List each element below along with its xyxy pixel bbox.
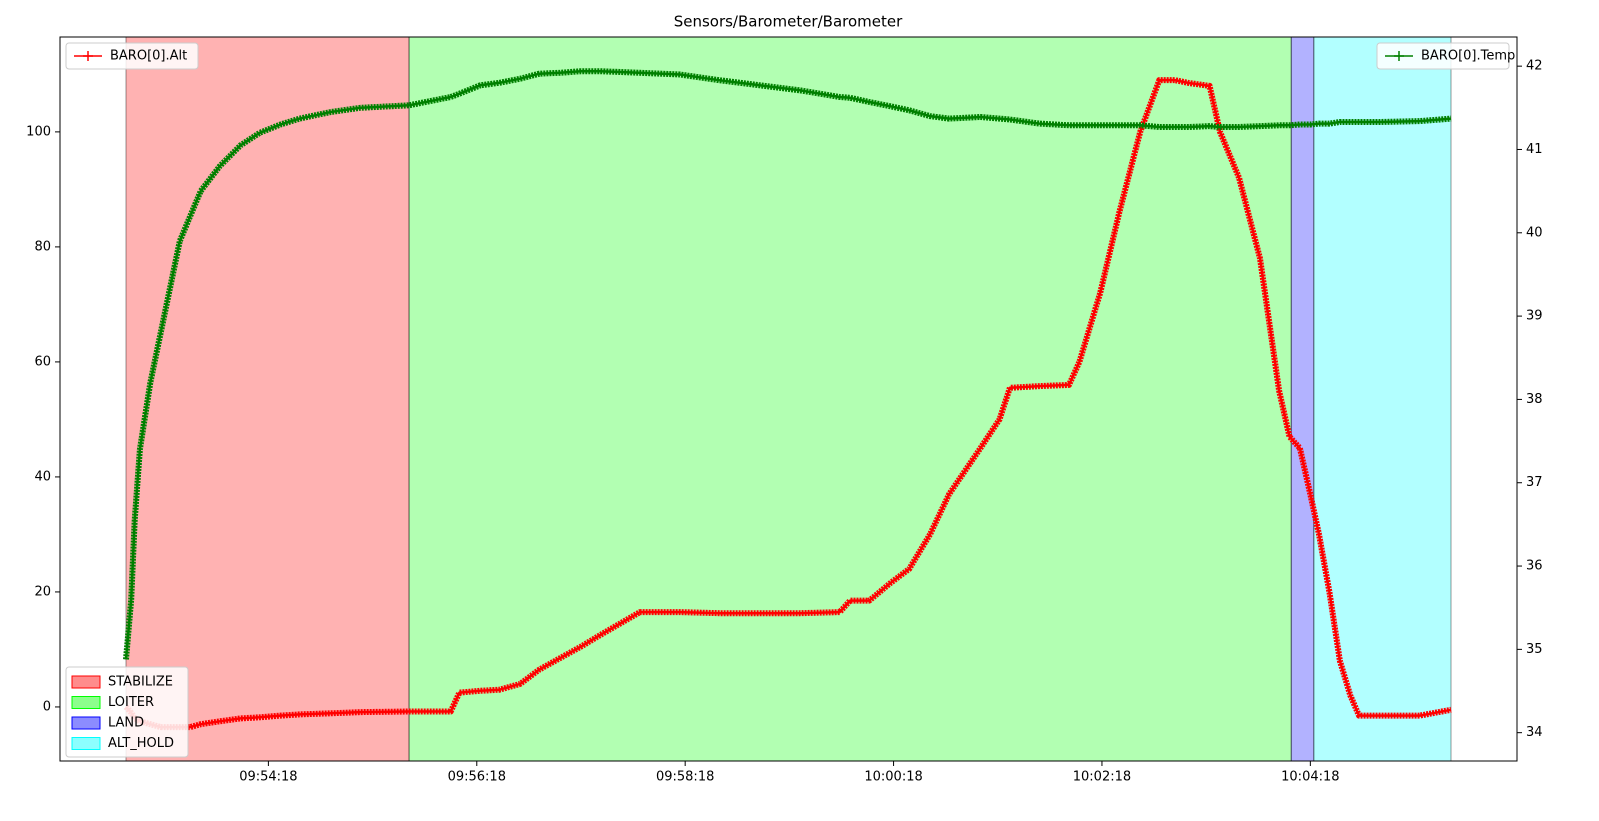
y-tick-label: 0 [43, 699, 51, 714]
y2-tick-label: 34 [1526, 725, 1543, 740]
y-tick-label: 60 [34, 354, 51, 369]
legend-box [1376, 42, 1510, 70]
y2-tick-label: 36 [1526, 559, 1543, 574]
y2-tick-label: 40 [1526, 225, 1543, 240]
legend-label: LAND [108, 716, 144, 731]
mode-band [125, 36, 410, 762]
mode-band [1313, 36, 1452, 762]
legend-marker [1394, 51, 1404, 61]
legend-label: ALT_HOLD [108, 736, 174, 751]
x-tick-label: 10:02:18 [1073, 770, 1131, 785]
legend-marker [83, 51, 93, 61]
legend-label: BARO[0].Temp [1421, 49, 1515, 64]
legend-patch [71, 737, 101, 750]
x-tick-label: 09:56:18 [448, 770, 506, 785]
chart-title: Sensors/Barometer/Barometer [674, 13, 903, 31]
x-tick-label: 09:58:18 [656, 770, 714, 785]
legend-patch [71, 696, 101, 709]
y2-tick-label: 41 [1526, 142, 1543, 157]
y-tick-label: 40 [34, 469, 51, 484]
legend-label: BARO[0].Alt [110, 49, 187, 64]
legend-box [65, 666, 189, 758]
y-tick-label: 100 [26, 124, 51, 139]
y2-tick-label: 37 [1526, 475, 1543, 490]
y-tick-label: 20 [34, 584, 51, 599]
x-tick-label: 10:04:18 [1281, 770, 1339, 785]
legend-patch [71, 675, 101, 689]
y-tick-label: 80 [34, 239, 51, 254]
y2-tick-label: 35 [1526, 642, 1543, 657]
mode-band [1290, 36, 1315, 762]
data-line-core [124, 69, 1452, 660]
legend-patch [71, 716, 101, 730]
y2-tick-label: 39 [1526, 309, 1543, 324]
x-tick-label: 10:00:18 [864, 770, 922, 785]
mode-band [408, 36, 1292, 762]
y2-tick-label: 38 [1526, 392, 1543, 407]
x-tick-label: 09:54:18 [239, 770, 297, 785]
data-line-core [125, 78, 1452, 729]
legend-label: LOITER [108, 695, 154, 710]
legend-box [65, 42, 199, 70]
y2-tick-label: 42 [1526, 59, 1543, 74]
legend-label: STABILIZE [108, 675, 173, 690]
